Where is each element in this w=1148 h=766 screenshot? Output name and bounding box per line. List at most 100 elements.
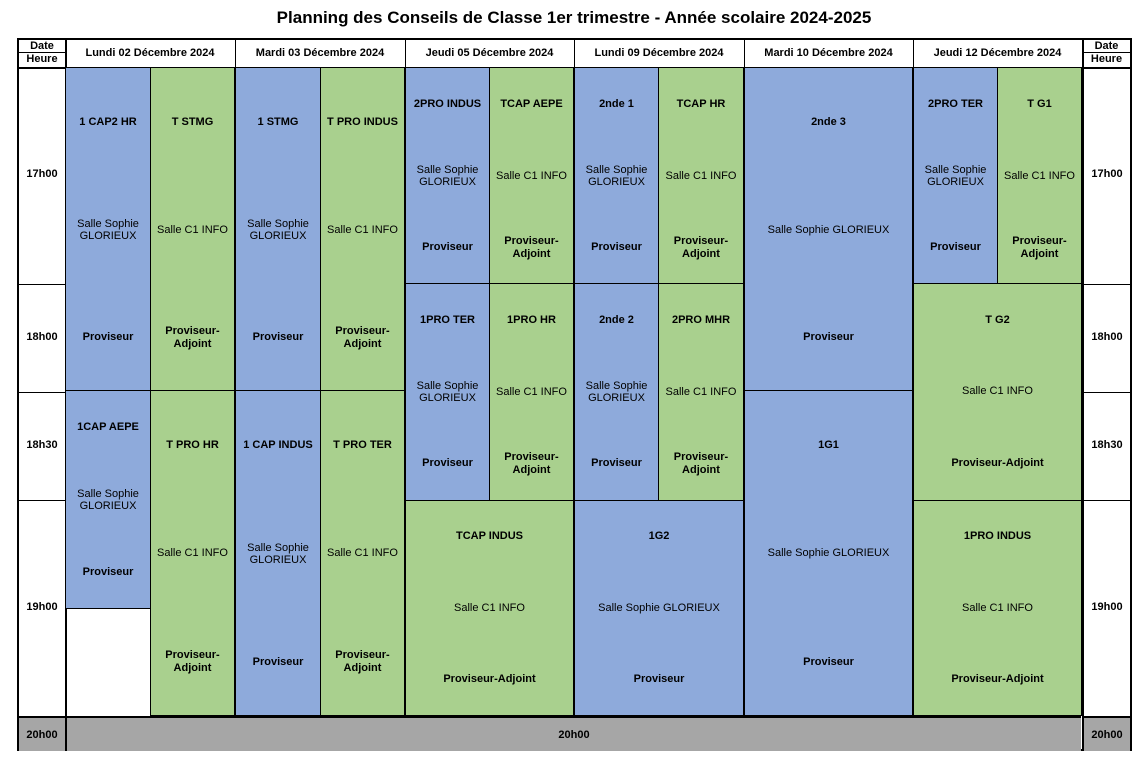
time-row-line	[19, 500, 66, 501]
session-block[interactable]: 1PRO HR Salle C1 INFO Proviseur-Adjoint	[489, 283, 574, 501]
role-label: Proviseur	[591, 457, 642, 469]
day-divider	[405, 40, 406, 69]
room-label: Salle C1 INFO	[496, 170, 567, 182]
room-label: Salle Sophie GLORIEUX	[585, 164, 648, 188]
session-block[interactable]: T PRO INDUS Salle C1 INFO Proviseur-Adjo…	[320, 67, 405, 391]
time-row-line	[1083, 500, 1130, 501]
class-name: T PRO INDUS	[327, 116, 398, 128]
class-name: 1PRO INDUS	[963, 530, 1032, 542]
corner-heure-label: Heure	[19, 52, 65, 65]
session-block[interactable]: 1 STMG Salle Sophie GLORIEUX Proviseur	[235, 67, 321, 391]
session-block[interactable]: TCAP HR Salle C1 INFO Proviseur-Adjoint	[658, 67, 744, 284]
time-row-line	[1083, 392, 1130, 393]
room-label: Salle Sophie GLORIEUX	[247, 218, 309, 242]
day-header: Lundi 09 Décembre 2024	[594, 46, 724, 59]
day-divider	[913, 40, 914, 69]
session-block[interactable]: 1PRO INDUS Salle C1 INFO Proviseur-Adjoi…	[913, 500, 1082, 716]
room-label: Salle C1 INFO	[157, 224, 228, 236]
room-label: Salle C1 INFO	[157, 547, 228, 559]
role-label: Proviseur	[252, 331, 304, 343]
session-block[interactable]: 2PRO MHR Salle C1 INFO Proviseur-Adjoint	[658, 283, 744, 501]
end-time-cell-left: 20h00	[19, 716, 67, 751]
time-row-line	[19, 392, 66, 393]
day-header: Mardi 03 Décembre 2024	[255, 46, 385, 59]
role-label: Proviseur	[422, 241, 473, 253]
role-label: Proviseur-Adjoint	[443, 673, 536, 685]
role-label: Proviseur-Adjoint	[165, 649, 220, 674]
time-row-line	[19, 284, 66, 285]
room-label: Salle C1 INFO	[962, 602, 1033, 614]
role-label: Proviseur	[82, 331, 134, 343]
class-name: 2nde 2	[599, 314, 634, 326]
session-block[interactable]: TCAP INDUS Salle C1 INFO Proviseur-Adjoi…	[405, 500, 574, 716]
time-label: 18h30	[26, 439, 58, 451]
session-block[interactable]: T PRO TER Salle C1 INFO Proviseur-Adjoin…	[320, 390, 405, 716]
session-block[interactable]: 1CAP AEPE Salle Sophie GLORIEUX Proviseu…	[65, 390, 151, 609]
time-label: 18h00	[26, 331, 58, 343]
session-block[interactable]: 2nde 1 Salle Sophie GLORIEUX Proviseur	[574, 67, 659, 284]
corner-heure-label: Heure	[1083, 52, 1130, 65]
session-block[interactable]: T G2 Salle C1 INFO Proviseur-Adjoint	[913, 283, 1082, 501]
room-label: Salle Sophie GLORIEUX	[767, 224, 890, 236]
time-label: 17h00	[26, 168, 58, 180]
class-name: 1G2	[648, 530, 670, 542]
session-block[interactable]: 1G2 Salle Sophie GLORIEUX Proviseur	[574, 500, 744, 716]
session-block[interactable]: 1G1 Salle Sophie GLORIEUX Proviseur	[744, 390, 913, 716]
session-block[interactable]: 2PRO TER Salle Sophie GLORIEUX Proviseur	[913, 67, 998, 284]
session-block[interactable]: 1 CAP2 HR Salle Sophie GLORIEUX Proviseu…	[65, 67, 151, 391]
room-label: Salle Sophie GLORIEUX	[247, 542, 309, 566]
room-label: Salle C1 INFO	[962, 385, 1033, 397]
time-row-line	[1083, 284, 1130, 285]
session-block[interactable]: 2nde 2 Salle Sophie GLORIEUX Proviseur	[574, 283, 659, 501]
room-label: Salle C1 INFO	[327, 547, 398, 559]
class-name: 1PRO TER	[419, 314, 475, 326]
session-block[interactable]: TCAP AEPE Salle C1 INFO Proviseur-Adjoin…	[489, 67, 574, 284]
end-time-cell-right: 20h00	[1082, 716, 1130, 751]
class-name: 1 CAP INDUS	[243, 439, 313, 451]
room-label: Salle Sophie GLORIEUX	[416, 164, 479, 188]
role-label: Proviseur-Adjoint	[673, 235, 729, 260]
class-name: 1G1	[818, 439, 839, 451]
time-label: 17h00	[1091, 168, 1123, 180]
class-name: 1 CAP2 HR	[79, 116, 137, 128]
session-block[interactable]: 1 CAP INDUS Salle Sophie GLORIEUX Provis…	[235, 390, 321, 716]
session-block[interactable]: T G1 Salle C1 INFO Proviseur-Adjoint	[997, 67, 1082, 284]
class-name: TCAP AEPE	[500, 98, 563, 110]
corner-date-label: Date	[1094, 40, 1119, 52]
day-header: Jeudi 12 Décembre 2024	[933, 46, 1062, 59]
role-label: Proviseur-Adjoint	[951, 673, 1044, 685]
corner-header-right: Date Heure	[1083, 40, 1130, 65]
session-block[interactable]: 2nde 3 Salle Sophie GLORIEUX Proviseur	[744, 67, 913, 391]
class-name: TCAP HR	[676, 98, 726, 110]
class-name: T G1	[1027, 98, 1052, 110]
role-label: Proviseur-Adjoint	[335, 649, 390, 674]
time-label: 19h00	[1091, 601, 1123, 613]
room-label: Salle C1 INFO	[327, 224, 398, 236]
class-name: T PRO HR	[166, 439, 219, 451]
room-label: Salle Sophie GLORIEUX	[416, 380, 479, 404]
session-block[interactable]: 2PRO INDUS Salle Sophie GLORIEUX Provise…	[405, 67, 490, 284]
class-name: T PRO TER	[333, 439, 392, 451]
role-label: Proviseur-Adjoint	[504, 451, 559, 476]
session-block[interactable]: 1PRO TER Salle Sophie GLORIEUX Proviseur	[405, 283, 490, 501]
room-label: Salle Sophie GLORIEUX	[77, 488, 139, 512]
session-block[interactable]: T STMG Salle C1 INFO Proviseur-Adjoint	[150, 67, 235, 391]
class-name: T STMG	[171, 116, 214, 128]
corner-header-left: Date Heure	[19, 40, 65, 65]
room-label: Salle Sophie GLORIEUX	[585, 380, 648, 404]
class-name: T G2	[985, 314, 1010, 326]
role-label: Proviseur	[803, 331, 854, 343]
end-time-label: 20h00	[558, 729, 590, 741]
role-label: Proviseur	[252, 656, 304, 668]
end-time-bar: 20h00	[67, 716, 1081, 751]
session-block[interactable]: T PRO HR Salle C1 INFO Proviseur-Adjoint	[150, 390, 235, 716]
role-label: Proviseur-Adjoint	[1012, 235, 1067, 260]
time-label: 18h30	[1091, 439, 1123, 451]
room-label: Salle C1 INFO	[1004, 170, 1075, 182]
page-title: Planning des Conseils de Classe 1er trim…	[276, 8, 872, 27]
role-label: Proviseur-Adjoint	[951, 457, 1044, 469]
day-header: Mardi 10 Décembre 2024	[764, 46, 893, 59]
class-name: 1CAP AEPE	[77, 421, 139, 433]
room-label: Salle Sophie GLORIEUX	[924, 164, 987, 188]
room-label: Salle C1 INFO	[665, 386, 737, 398]
